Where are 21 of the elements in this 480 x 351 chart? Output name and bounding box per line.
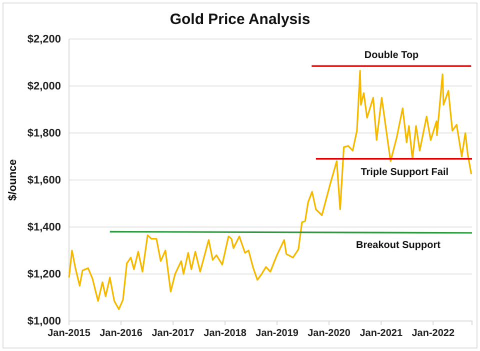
x-tick-label: Jan-2019 — [256, 328, 299, 340]
line-series — [68, 70, 472, 310]
annotation: Breakout Support — [356, 240, 442, 252]
y-tick-label: $2,200 — [27, 34, 61, 46]
y-tick-label: $1,800 — [27, 128, 61, 140]
x-tick-label: Jan-2021 — [360, 328, 403, 340]
y-axis-title: $/ounce — [7, 159, 19, 201]
x-tick-label: Jan-2018 — [204, 328, 247, 340]
y-tick-label: $1,600 — [27, 174, 61, 187]
x-tick-label: Jan-2022 — [412, 328, 455, 340]
chart-title: Gold Price Analysis — [170, 11, 310, 28]
x-tick-label: Jan-2015 — [48, 328, 91, 340]
y-tick-label: $1,400 — [27, 222, 61, 234]
y-tick-label: $2,000 — [27, 80, 61, 93]
x-tick-label: Jan-2017 — [152, 328, 195, 340]
annotation: Double Top — [364, 50, 419, 62]
y-tick-label: $1,200 — [27, 268, 61, 281]
x-tick-label: Jan-2020 — [308, 328, 351, 340]
x-tick-label: Jan-2016 — [100, 328, 143, 340]
annotation: Triple Support Fail — [360, 166, 449, 178]
y-tick-label: $1,000 — [27, 316, 61, 328]
